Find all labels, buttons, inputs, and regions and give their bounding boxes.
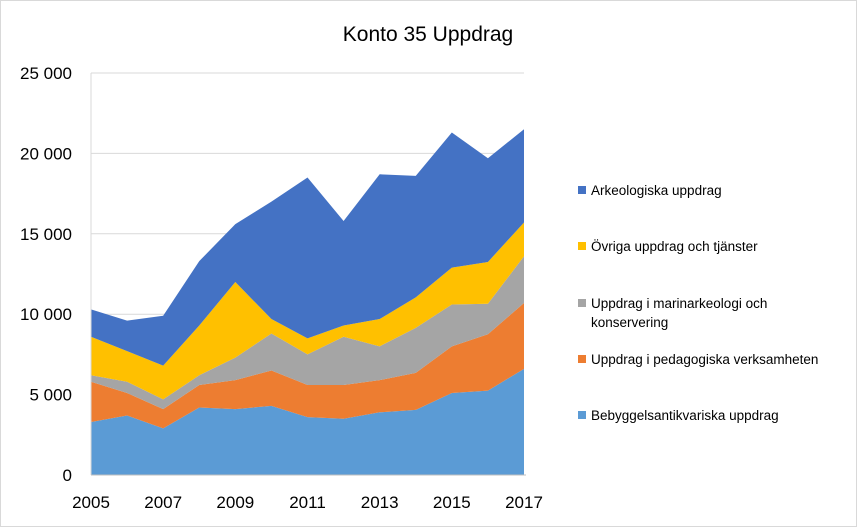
x-tick-label: 2013 xyxy=(361,493,399,512)
legend-label: Uppdrag i pedagogiska verksamheten xyxy=(591,352,818,367)
area-series xyxy=(91,129,524,366)
legend-swatch xyxy=(578,186,586,194)
legend-label: Uppdrag i marinarkeologi och konservering xyxy=(591,296,767,330)
axes: 0 5 000 10 000 15 000 20 000 25 000 2005 2007 20… xyxy=(20,64,543,512)
x-tick-label: 2015 xyxy=(433,493,471,512)
x-tick-label: 2017 xyxy=(505,493,543,512)
x-tick-label: 2009 xyxy=(216,493,254,512)
x-tick-label: 2011 xyxy=(289,493,326,512)
legend-label: Arkeologiska uppdrag xyxy=(591,183,722,198)
area-series xyxy=(91,222,524,400)
legend-swatch xyxy=(578,299,586,307)
legend-swatch xyxy=(578,242,586,250)
legend-label: Bebyggelsantikvariska uppdrag xyxy=(591,408,779,423)
area-series xyxy=(91,256,524,410)
y-tick-label: 15 000 xyxy=(20,225,72,244)
y-tick-label: 10 000 xyxy=(20,305,72,324)
y-tick-label: 20 000 xyxy=(20,144,72,163)
y-tick-label: 5 000 xyxy=(29,386,72,405)
y-tick-label: 0 xyxy=(63,466,72,485)
legend-label: Övriga uppdrag och tjänster xyxy=(591,239,758,254)
area-series xyxy=(91,368,524,475)
legend-swatch xyxy=(578,411,586,419)
area-series xyxy=(91,302,524,429)
legend-swatch xyxy=(578,355,586,363)
x-tick-label: 2007 xyxy=(144,493,182,512)
legend: Arkeologiska uppdrag Övriga uppdrag och t… xyxy=(578,183,818,423)
plot-area xyxy=(91,129,524,475)
x-tick-label: 2005 xyxy=(72,493,110,512)
y-tick-label: 25 000 xyxy=(20,64,72,83)
chart-title: Konto 35 Uppdrag xyxy=(343,23,513,46)
